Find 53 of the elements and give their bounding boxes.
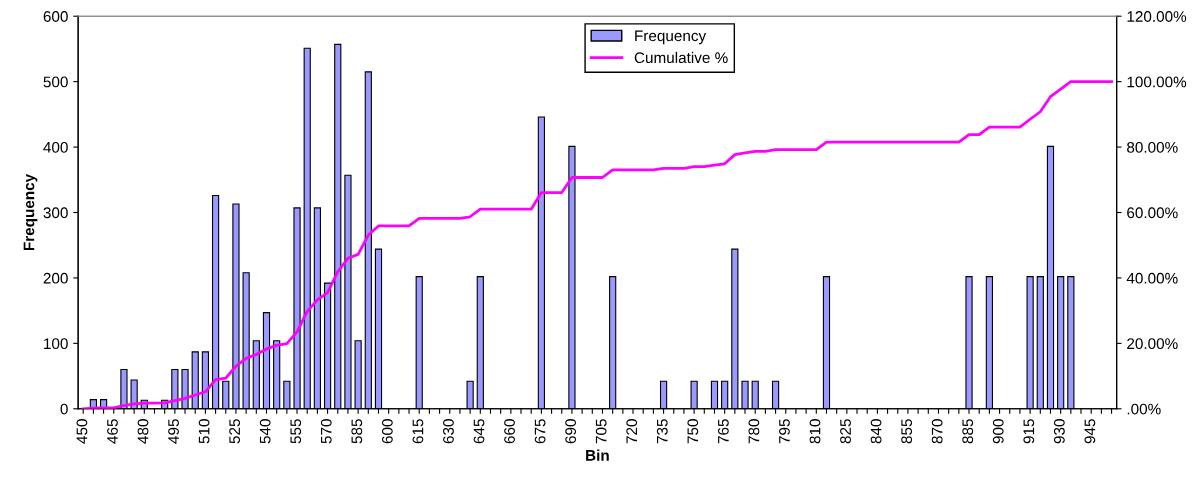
- y2-tick-label: 120.00%: [1127, 11, 1187, 22]
- x-tick-label: 615: [412, 419, 424, 444]
- x-tick-label: 705: [595, 419, 607, 444]
- line-series: [81, 80, 1113, 409]
- y-axis-title: Frequency: [23, 173, 38, 251]
- x-tick-label: 660: [504, 419, 515, 444]
- x-tick-label: 855: [901, 419, 913, 444]
- x-tick-label: 885: [962, 419, 974, 444]
- x-tick-label: 765: [717, 419, 729, 444]
- y-tick-label: 400: [43, 141, 68, 153]
- x-tick-label: 735: [656, 419, 668, 444]
- x-tick-label: 645: [473, 419, 485, 444]
- x-tick-label: 945: [1084, 419, 1096, 444]
- y-tick-label: 300: [43, 207, 68, 219]
- y-tick-label: 100: [44, 338, 68, 350]
- x-tick-label: 450: [76, 419, 88, 444]
- x-tick-label: 510: [198, 419, 210, 444]
- y-tick-label: 0: [60, 403, 68, 415]
- x-tick-label: 630: [443, 419, 454, 444]
- x-tick-label: 690: [565, 419, 577, 444]
- x-tick-label: 900: [992, 419, 1004, 444]
- y-tick-label: 200: [43, 272, 68, 284]
- y2-tick-label: 80.00%: [1127, 141, 1178, 153]
- x-tick-label: 930: [1053, 419, 1065, 444]
- x-tick-label: 570: [320, 419, 332, 444]
- x-tick-label: 780: [748, 419, 760, 444]
- x-tick-label: 825: [840, 419, 851, 444]
- legend-label: Cumulative %: [634, 51, 728, 64]
- x-tick-label: 465: [107, 419, 118, 444]
- x-tick-label: 810: [809, 419, 821, 444]
- legend-label: Frequency: [635, 30, 707, 45]
- y2-tick-label: .00%: [1127, 403, 1161, 415]
- y2-tick-label: 40.00%: [1126, 272, 1178, 284]
- x-tick-label: 495: [168, 419, 179, 444]
- x-tick-label: 600: [381, 419, 393, 444]
- y2-tick-label: 60.00%: [1127, 207, 1178, 219]
- x-tick-label: 480: [137, 419, 149, 444]
- y-tick-label: 500: [43, 76, 68, 88]
- x-tick-label: 915: [1023, 419, 1035, 444]
- x-tick-label: 870: [931, 419, 943, 444]
- x-tick-label: 840: [870, 419, 882, 444]
- x-tick-label: 540: [259, 419, 271, 444]
- x-tick-label: 525: [229, 419, 241, 444]
- x-tick-label: 585: [351, 419, 363, 444]
- x-tick-label: 750: [687, 419, 699, 444]
- x-tick-label: 675: [534, 419, 546, 444]
- x-tick-label: 720: [626, 419, 638, 444]
- y-tick-label: 600: [43, 11, 68, 22]
- x-tick-label: 555: [290, 419, 302, 444]
- x-tick-label: 795: [779, 419, 790, 444]
- x-axis-title: Bin: [586, 449, 609, 461]
- y2-tick-label: 20.00%: [1127, 338, 1178, 350]
- y2-tick-label: 100.00%: [1127, 76, 1187, 88]
